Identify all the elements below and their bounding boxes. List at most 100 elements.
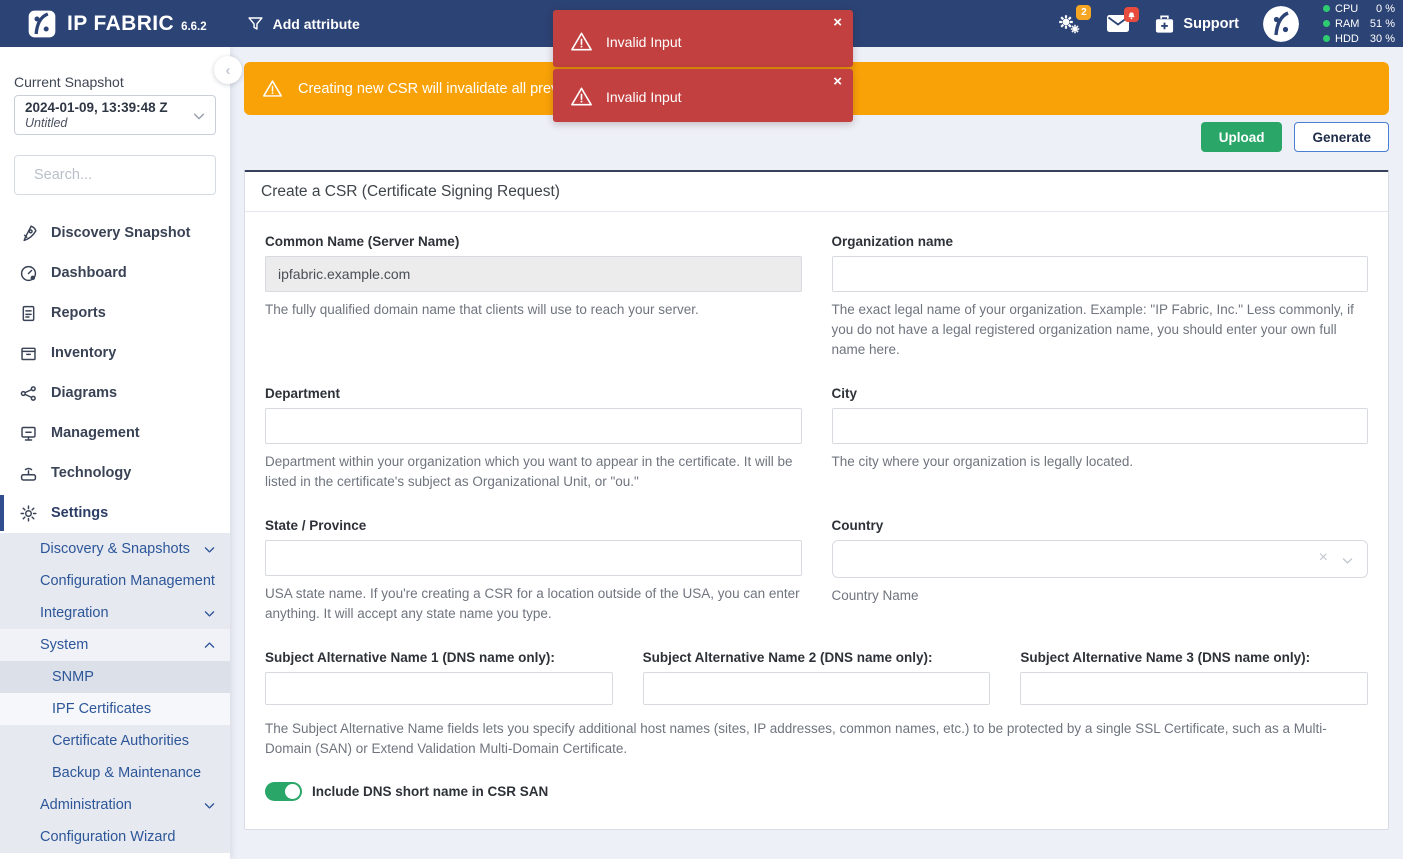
department-help: Department within your organization whic…	[265, 453, 793, 489]
sidebar-item-label: Management	[51, 425, 140, 441]
messages-button[interactable]	[1106, 7, 1140, 33]
ipfabric-logo-icon	[28, 10, 56, 37]
sidebar-item-label: Inventory	[51, 345, 117, 361]
hdd-stat: HDD 30 %	[1323, 32, 1395, 46]
document-icon	[22, 305, 35, 321]
brand-block: IP FABRIC 6.6.2	[0, 9, 207, 39]
generate-button[interactable]: Generate	[1294, 122, 1389, 152]
chevron-down-icon[interactable]	[1341, 554, 1354, 567]
sidebar-item-label: Discovery Snapshot	[51, 225, 191, 241]
san1-field-group: Subject Alternative Name 1 (DNS name onl…	[265, 650, 613, 705]
sidebar-item-management[interactable]: Management	[0, 413, 230, 453]
san2-label: Subject Alternative Name 2 (DNS name onl…	[642, 649, 933, 665]
san2-input[interactable]	[642, 671, 991, 705]
sidebar: Current Snapshot 2024-01-09, 13:39:48 Z …	[0, 47, 230, 859]
alert-bell-badge	[1124, 7, 1140, 22]
gauge-icon	[20, 265, 37, 281]
gears-icon	[1059, 14, 1080, 33]
submenu-item-integration[interactable]: Integration	[0, 597, 230, 629]
department-field-group: Department Department within your organi…	[265, 386, 802, 492]
sidebar-item-label: Reports	[51, 305, 106, 321]
network-diagram-icon	[20, 385, 36, 401]
brand-name: IP FABRIC	[67, 11, 175, 35]
sidebar-item-dashboard[interactable]: Dashboard	[0, 253, 230, 293]
add-attribute-label: Add attribute	[272, 15, 360, 32]
bell-icon	[1128, 11, 1136, 19]
sidebar-collapse-button[interactable]: ‹	[214, 56, 242, 84]
gears-badge: 2	[1076, 4, 1092, 20]
submenu-item-snmp[interactable]: SNMP	[0, 661, 230, 693]
chevron-down-icon	[204, 802, 215, 809]
state-help: USA state name. If you're creating a CSR…	[265, 585, 800, 621]
cpu-stat: CPU 0 %	[1323, 2, 1395, 16]
common-name-input	[265, 256, 802, 292]
close-icon[interactable]: ×	[833, 73, 842, 90]
sidebar-item-label: Diagrams	[51, 385, 118, 401]
san-help-text: The Subject Alternative Name fields lets…	[265, 720, 1327, 757]
city-label: City	[831, 385, 858, 401]
active-indicator-bar	[0, 495, 4, 531]
organization-input[interactable]	[831, 256, 1368, 292]
snapshot-timestamp: 2024-01-09, 13:39:48 Z	[25, 100, 168, 115]
department-input[interactable]	[265, 407, 802, 444]
sidebar-search	[14, 155, 221, 195]
gear-icon	[20, 504, 37, 522]
dns-toggle-label: Include DNS short name in CSR SAN	[312, 783, 549, 799]
common-name-field-group: Common Name (Server Name) The fully qual…	[265, 234, 802, 360]
submenu-item-discovery-snapshots[interactable]: Discovery & Snapshots	[0, 533, 230, 565]
city-input[interactable]	[831, 407, 1368, 444]
submenu-item-backup-maintenance[interactable]: Backup & Maintenance	[52, 765, 202, 781]
snapshot-selector[interactable]: 2024-01-09, 13:39:48 Z Untitled	[14, 95, 216, 135]
sidebar-item-discovery-snapshot[interactable]: Discovery Snapshot	[0, 213, 230, 253]
state-label: State / Province	[265, 517, 367, 533]
submenu-item-ipf-certificates[interactable]: IPF Certificates	[0, 693, 230, 725]
submenu-item-configuration-management[interactable]: Configuration Management	[40, 573, 215, 589]
state-field-group: State / Province USA state name. If you'…	[265, 518, 802, 624]
current-snapshot-label: Current Snapshot	[14, 74, 124, 90]
user-avatar[interactable]	[1263, 5, 1299, 42]
navbar-right: 2 Support CPU 0 % RAM 51 % HDD 30 %	[1056, 2, 1403, 46]
page-actions: Upload Generate	[244, 122, 1389, 152]
san2-field-group: Subject Alternative Name 2 (DNS name onl…	[642, 649, 991, 705]
sidebar-item-inventory[interactable]: Inventory	[0, 333, 230, 373]
add-attribute-button[interactable]: Add attribute	[247, 15, 360, 32]
san3-input[interactable]	[1020, 671, 1368, 705]
toast-message: Invalid Input	[606, 33, 682, 50]
hdd-status-dot	[1323, 35, 1330, 42]
sidebar-item-reports[interactable]: Reports	[0, 293, 230, 333]
upload-button[interactable]: Upload	[1200, 122, 1283, 152]
snapshot-name: Untitled	[25, 116, 68, 130]
toast-stack: × Invalid Input × Invalid Input	[553, 10, 853, 124]
country-label: Country	[831, 517, 884, 533]
chevron-up-icon	[204, 641, 215, 648]
support-button[interactable]: Support	[1154, 14, 1239, 34]
submenu-item-certificate-authorities[interactable]: Certificate Authorities	[52, 733, 190, 749]
state-input[interactable]	[265, 539, 802, 576]
toast-invalid-input: × Invalid Input	[553, 69, 853, 122]
settings-gears-button[interactable]: 2	[1056, 4, 1092, 36]
san1-input[interactable]	[265, 671, 613, 705]
sidebar-item-label: Technology	[51, 465, 132, 481]
close-icon[interactable]: ×	[833, 14, 842, 31]
router-icon	[20, 467, 37, 481]
toast-message: Invalid Input	[606, 88, 682, 105]
chevron-down-icon	[193, 113, 205, 120]
submenu-item-configuration-wizard[interactable]: Configuration Wizard	[40, 829, 176, 845]
country-help: Country Name	[831, 587, 919, 603]
search-input[interactable]	[34, 167, 221, 183]
submenu-item-system[interactable]: System	[0, 629, 230, 661]
dns-toggle-row: Include DNS short name in CSR SAN	[265, 781, 1368, 801]
dns-short-name-toggle[interactable]	[265, 781, 302, 801]
sidebar-item-technology[interactable]: Technology	[0, 453, 230, 493]
san3-field-group: Subject Alternative Name 3 (DNS name onl…	[1020, 650, 1368, 705]
country-select[interactable]	[831, 539, 1368, 578]
sidebar-item-diagrams[interactable]: Diagrams	[0, 373, 230, 413]
support-icon	[1156, 15, 1174, 33]
submenu-item-administration[interactable]: Administration	[0, 789, 230, 821]
organization-field-group: Organization name The exact legal name o…	[831, 234, 1368, 360]
organization-label: Organization name	[831, 234, 954, 249]
common-name-label: Common Name (Server Name)	[265, 234, 460, 249]
clear-icon[interactable]: ×	[1318, 548, 1328, 566]
sidebar-item-label: Dashboard	[51, 265, 127, 281]
sidebar-item-settings[interactable]: Settings	[0, 493, 230, 533]
